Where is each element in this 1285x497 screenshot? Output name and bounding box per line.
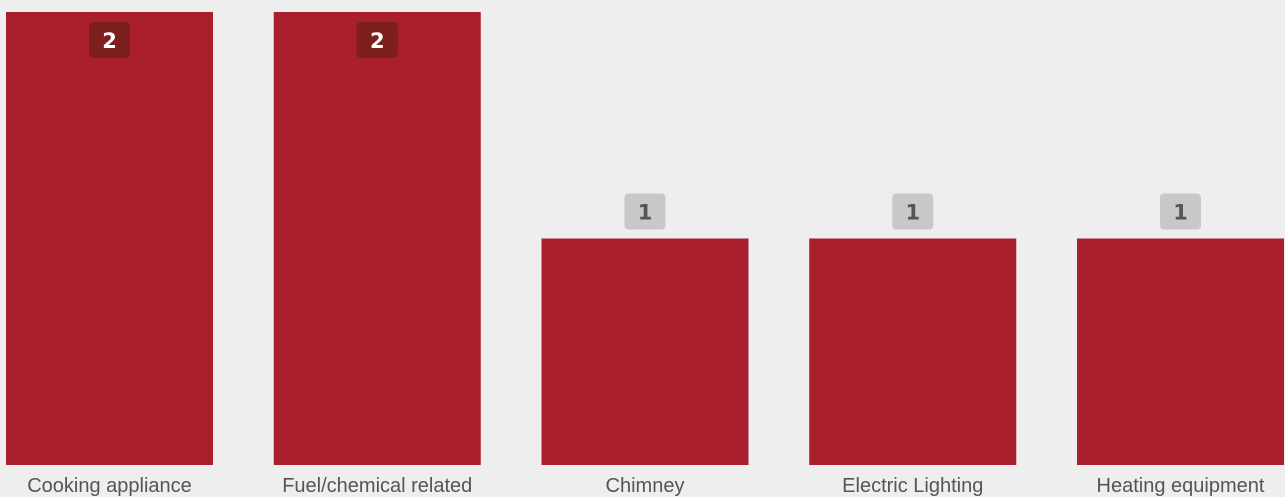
category-label-heating-equipment: Heating equipment [1097, 475, 1265, 497]
bar-group-cooking-appliance: 2 Cooking appliance [6, 12, 213, 497]
bar-electric-lighting [809, 238, 1017, 465]
value-label-fuel-chemical-related: 2 [370, 29, 385, 53]
bar-heating-equipment [1077, 238, 1284, 465]
bar-chimney [541, 238, 749, 465]
bar-group-electric-lighting: 1 Electric Lighting [809, 193, 1017, 497]
bar-group-fuel-chemical-related: 2 Fuel/chemical related [273, 12, 481, 497]
bar-cooking-appliance [6, 12, 213, 465]
value-label-chimney: 1 [638, 201, 653, 225]
value-badge-heating-equipment [1160, 193, 1201, 230]
bar-group-chimney: 1 Chimney [541, 193, 749, 497]
bar-fuel-chemical-related [273, 12, 481, 465]
value-label-electric-lighting: 1 [905, 201, 920, 225]
value-badge-fuel-chemical-related [356, 22, 398, 58]
value-label-cooking-appliance: 2 [102, 29, 117, 53]
value-badge-cooking-appliance [89, 22, 130, 58]
value-label-heating-equipment: 1 [1173, 201, 1188, 225]
value-badge-electric-lighting [892, 193, 934, 230]
bar-group-heating-equipment: 1 Heating equipment [1077, 193, 1284, 497]
value-badge-chimney [624, 193, 666, 230]
category-label-chimney: Chimney [606, 475, 685, 497]
category-label-cooking-appliance: Cooking appliance [27, 475, 192, 497]
category-label-fuel-chemical-related: Fuel/chemical related [282, 475, 472, 497]
category-label-electric-lighting: Electric Lighting [842, 475, 983, 497]
